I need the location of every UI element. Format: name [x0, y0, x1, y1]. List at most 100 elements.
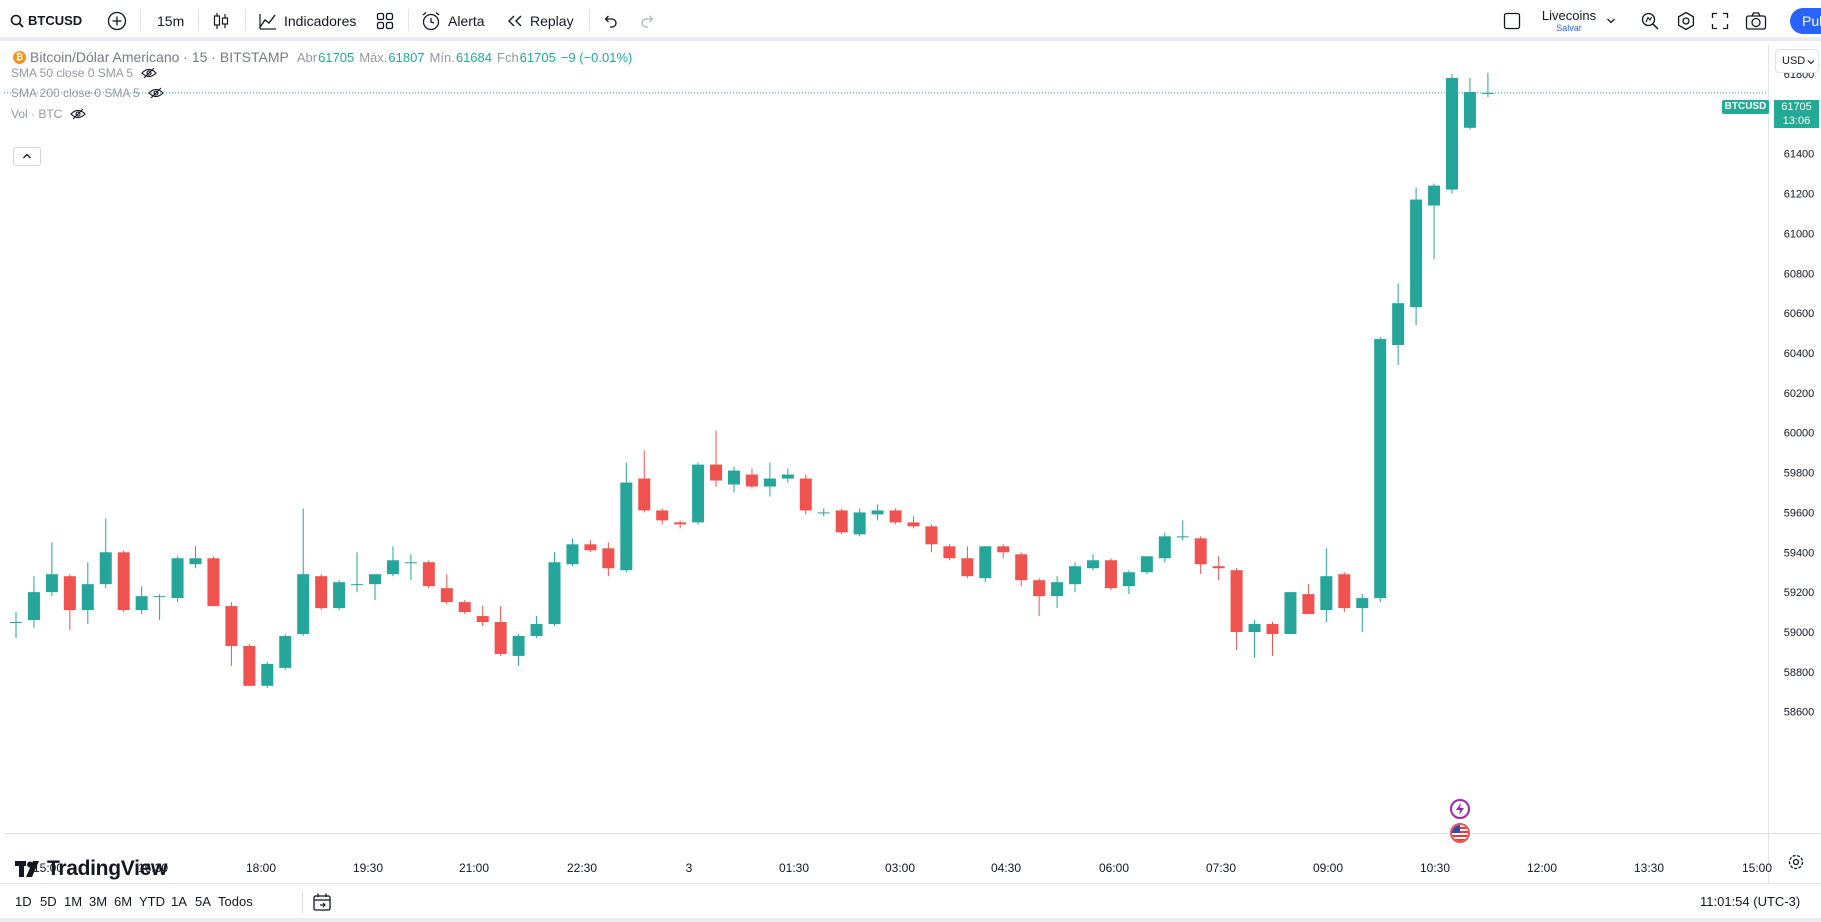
range-button-1a[interactable]: 1A — [171, 894, 187, 909]
candle-body — [333, 582, 346, 609]
candle-body — [1158, 536, 1171, 559]
toolbar-separator — [140, 9, 141, 31]
fullscreen-button[interactable] — [1711, 0, 1729, 41]
toolbar-separator — [589, 9, 590, 31]
x-tick-label: 19:30 — [353, 861, 383, 875]
candle — [476, 606, 489, 627]
range-button-5d[interactable]: 5D — [40, 894, 57, 909]
redo-button[interactable] — [640, 0, 656, 41]
candle-body — [1248, 624, 1261, 632]
candle — [817, 508, 830, 517]
candle-body — [997, 546, 1010, 553]
change-value: −9 (−0.01%) — [560, 49, 633, 65]
candle-body — [153, 596, 166, 598]
undo-button[interactable] — [602, 0, 618, 41]
candle — [835, 508, 848, 535]
candle — [1284, 592, 1297, 634]
tradingview-logo[interactable]: TradingView — [15, 857, 167, 881]
chart-pane[interactable]: 58600 58800 59000 59200 59400 59600 59800 60000… — [4, 45, 1821, 887]
range-button-5a[interactable]: 5A — [195, 894, 211, 909]
candle — [297, 508, 310, 636]
sma200-label: SMA 200 close 0 SMA 5 — [11, 86, 140, 100]
quick-search-button[interactable] — [1640, 0, 1660, 41]
candle-body — [135, 596, 148, 611]
symbol-search[interactable]: BTCUSD — [10, 0, 82, 41]
candle — [889, 508, 902, 525]
range-button-ytd[interactable]: YTD — [139, 894, 165, 909]
y-tick-label: 61400 — [1784, 149, 1815, 161]
range-button-1d[interactable]: 1D — [15, 894, 32, 909]
event-marker-lightning[interactable] — [1450, 799, 1470, 819]
eye-off-icon[interactable] — [147, 87, 164, 99]
last-price-tag: BTCUSD 61705 13:06 — [1722, 100, 1819, 130]
search-icon — [10, 14, 24, 28]
collapse-legend-button[interactable] — [13, 147, 41, 166]
interval-button[interactable]: 15m — [157, 0, 184, 41]
y-tick-label: 60000 — [1784, 428, 1815, 440]
candle — [763, 462, 776, 497]
eye-off-icon[interactable] — [141, 67, 157, 79]
toolbar-separator — [408, 9, 409, 31]
candle-body — [1392, 303, 1405, 346]
sma200-legend[interactable]: SMA 200 close 0 SMA 5 — [11, 85, 164, 101]
y-tick-label: 58600 — [1784, 707, 1815, 719]
layout-dropdown[interactable] — [1606, 0, 1616, 41]
y-tick-label: 61200 — [1784, 189, 1815, 201]
layout-menu[interactable]: Livecoins Salvar — [1536, 0, 1602, 41]
candle — [548, 552, 561, 627]
replay-button[interactable]: Replay — [506, 0, 574, 41]
range-button-3m[interactable]: 3M — [89, 894, 108, 909]
volume-label: Vol · BTC — [11, 107, 63, 121]
layout-toggle[interactable] — [1502, 0, 1522, 41]
range-button-todos[interactable]: Todos — [218, 894, 253, 909]
sma50-legend[interactable]: SMA 50 close 0 SMA 5 — [11, 65, 157, 81]
candle-body — [1481, 92, 1494, 94]
price-tag-countdown: 13:06 — [1774, 114, 1819, 128]
candle — [620, 462, 633, 573]
timezone-clock[interactable]: 11:01:54 (UTC-3) — [1700, 894, 1801, 909]
compare-button[interactable] — [107, 0, 127, 41]
event-marker-us-flag[interactable] — [1450, 823, 1470, 843]
candle — [404, 554, 417, 581]
snapshot-button[interactable] — [1745, 0, 1767, 41]
candle-body — [889, 510, 902, 523]
candles-icon — [213, 12, 229, 29]
indicators-button[interactable]: Indicadores — [258, 0, 356, 41]
x-tick-label: 06:00 — [1099, 861, 1129, 875]
candle — [1140, 556, 1153, 575]
low-value: 61684 — [455, 49, 492, 65]
eye-off-icon[interactable] — [70, 108, 87, 120]
currency-select[interactable]: USD — [1775, 49, 1819, 73]
axis-settings-button[interactable] — [1787, 853, 1807, 873]
candle — [225, 602, 238, 666]
chevron-up-icon — [23, 153, 31, 159]
candle — [1194, 536, 1207, 575]
x-tick-label: 13:30 — [1634, 861, 1664, 875]
candle-body — [1410, 199, 1423, 308]
candle — [10, 612, 22, 638]
sma50-label: SMA 50 close 0 SMA 5 — [11, 66, 134, 80]
publish-button[interactable]: Pub — [1790, 8, 1821, 34]
candlestick-chart[interactable]: 58600 58800 59000 59200 59400 59600 59800 60000… — [4, 45, 1821, 887]
settings-button[interactable] — [1676, 0, 1696, 41]
indicators-icon — [259, 13, 276, 30]
candle — [261, 661, 274, 688]
go-to-date-button[interactable] — [312, 892, 334, 917]
chart-type-button[interactable] — [211, 0, 231, 41]
candle — [961, 546, 974, 579]
replay-icon — [508, 15, 522, 26]
range-button-1m[interactable]: 1M — [64, 894, 83, 909]
open-label: Abr — [296, 49, 318, 65]
range-button-6m[interactable]: 6M — [114, 894, 133, 909]
candle — [81, 562, 94, 625]
candle — [1374, 337, 1387, 603]
candle — [566, 538, 579, 567]
candle-body — [979, 546, 992, 579]
alert-button[interactable]: Alerta — [420, 0, 485, 41]
candle — [1104, 558, 1117, 591]
templates-button[interactable] — [375, 0, 395, 41]
candle — [315, 574, 328, 611]
frame-border — [0, 918, 1821, 922]
volume-legend[interactable]: Vol · BTC — [11, 106, 87, 122]
